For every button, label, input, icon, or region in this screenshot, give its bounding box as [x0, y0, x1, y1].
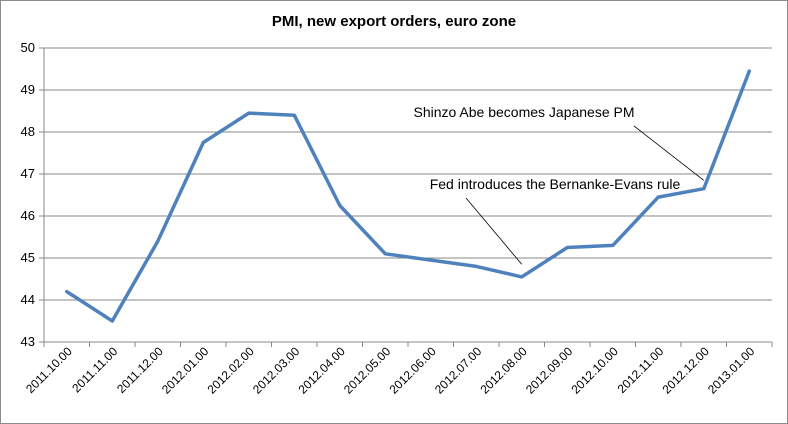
- y-tick-label: 45: [21, 250, 35, 265]
- x-tick-label: 2012.01.00: [159, 344, 212, 397]
- data-point: [202, 141, 205, 144]
- data-point: [475, 265, 478, 268]
- data-point: [293, 114, 296, 117]
- x-tick-label: 2012.03.00: [250, 344, 303, 397]
- data-point: [384, 252, 387, 255]
- data-point: [611, 244, 614, 247]
- data-point: [65, 290, 68, 293]
- y-tick-label: 48: [21, 124, 35, 139]
- x-tick-label: 2012.07.00: [432, 344, 485, 397]
- y-tick-label: 43: [21, 334, 35, 349]
- annotation-leader: [465, 197, 523, 265]
- x-tick-label: 2011.10.00: [23, 344, 75, 396]
- data-point: [156, 240, 159, 243]
- data-point: [748, 69, 751, 73]
- y-tick-labels: 43 44 45 46 47 48 49 50: [21, 40, 35, 349]
- data-point: [657, 195, 660, 199]
- x-tick-label: 2011.11.00: [69, 344, 120, 395]
- annotations: Shinzo Abe becomes Japanese PM Fed introd…: [413, 104, 704, 265]
- x-tick-label: 2013.01.00: [705, 344, 758, 397]
- data-point: [566, 246, 569, 249]
- y-tick-label: 49: [21, 82, 35, 97]
- annotation-leader: [633, 125, 704, 181]
- data-point: [520, 275, 523, 279]
- x-tick-label: 2012.10.00: [569, 344, 622, 397]
- gridlines: [44, 47, 772, 301]
- data-point: [429, 258, 432, 262]
- series-line: [65, 69, 752, 323]
- x-tick-label: 2012.11.00: [615, 344, 667, 396]
- data-point: [247, 111, 250, 115]
- x-tick-label: 2012.06.00: [387, 344, 440, 397]
- x-tick-label: 2012.08.00: [478, 344, 531, 397]
- y-tick-label: 50: [21, 40, 35, 55]
- data-point: [111, 319, 114, 323]
- x-tick-label: 2012.05.00: [341, 344, 394, 397]
- annotation-label: Fed introduces the Bernanke-Evans rule: [430, 176, 681, 192]
- x-tick-label: 2012.02.00: [205, 344, 258, 397]
- annotation-label: Shinzo Abe becomes Japanese PM: [413, 104, 634, 120]
- data-point: [338, 204, 341, 207]
- series-layer: [65, 69, 752, 323]
- data-point: [702, 187, 705, 190]
- x-tick-label: 2011.12.00: [114, 344, 166, 396]
- y-tick-label: 47: [21, 166, 35, 181]
- x-tick-label: 2012.12.00: [660, 344, 713, 397]
- axes: [39, 47, 773, 347]
- chart-title: PMI, new export orders, euro zone: [271, 13, 517, 30]
- x-tick-labels: 2011.10.002011.11.002011.12.002012.01.00…: [23, 344, 757, 397]
- y-tick-label: 46: [21, 208, 35, 223]
- y-tick-label: 44: [21, 292, 35, 307]
- x-tick-label: 2012.04.00: [296, 344, 349, 397]
- x-tick-label: 2012.09.00: [523, 344, 576, 397]
